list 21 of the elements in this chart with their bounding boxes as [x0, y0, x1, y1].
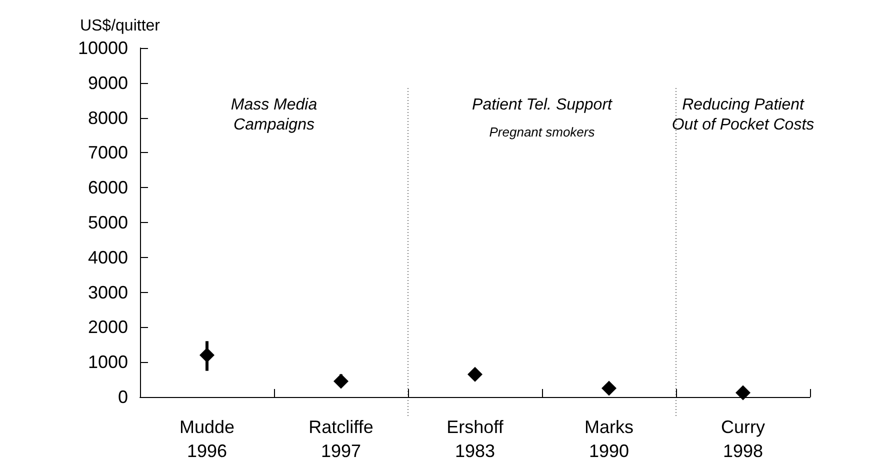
y-tick-label: 1000: [88, 352, 128, 372]
x-tick-label: Curry 1998: [721, 417, 765, 461]
y-tick-label: 6000: [88, 178, 128, 198]
x-tick-label: Mudde 1996: [179, 417, 235, 461]
annotation: Pregnant smokers: [489, 124, 596, 140]
annotation: Reducing Patient Out of Pocket Costs: [672, 96, 814, 134]
y-tick-label: 5000: [88, 212, 128, 232]
y-tick-label: 4000: [88, 247, 128, 268]
x-tick-label: Marks 1990: [584, 417, 634, 461]
annotation: Patient Tel. Support: [472, 96, 613, 114]
y-tick-label: 0: [118, 387, 128, 407]
y-tick-label: 10000: [78, 38, 128, 58]
y-tick-label: 8000: [88, 108, 128, 128]
annotation: Mass Media Campaigns: [230, 96, 318, 134]
y-tick-label: 2000: [88, 317, 128, 338]
y-tick-label: 3000: [88, 282, 128, 302]
y-tick-label: 9000: [88, 72, 128, 93]
x-tick-label: Ratcliffe 1997: [308, 417, 374, 461]
y-tick-label: 7000: [88, 142, 128, 163]
y-axis-title: US$/quitter: [80, 18, 161, 34]
x-tick-label: Ershoff 1983: [446, 417, 504, 461]
